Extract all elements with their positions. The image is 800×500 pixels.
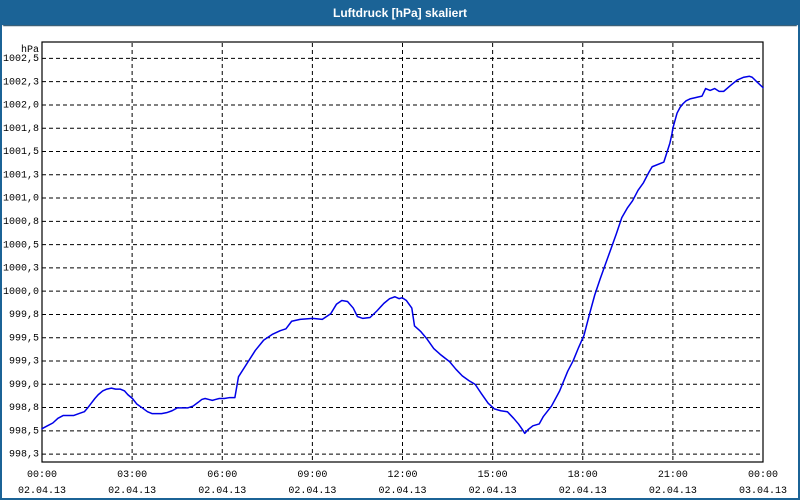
svg-text:1002,0: 1002,0 (3, 101, 39, 112)
svg-text:00:00: 00:00 (27, 470, 57, 481)
svg-text:21:00: 21:00 (658, 470, 688, 481)
svg-text:02.04.13: 02.04.13 (649, 486, 697, 497)
svg-text:02.04.13: 02.04.13 (469, 486, 517, 497)
svg-text:1000,5: 1000,5 (3, 240, 39, 251)
svg-text:1000,0: 1000,0 (3, 287, 39, 298)
svg-text:09:00: 09:00 (297, 470, 327, 481)
svg-text:18:00: 18:00 (568, 470, 598, 481)
svg-text:1001,5: 1001,5 (3, 147, 39, 158)
svg-text:03.04.13: 03.04.13 (739, 486, 787, 497)
svg-text:00:00: 00:00 (748, 470, 778, 481)
svg-text:15:00: 15:00 (478, 470, 508, 481)
svg-text:1001,0: 1001,0 (3, 194, 39, 205)
svg-text:999,0: 999,0 (9, 380, 39, 391)
svg-text:1001,3: 1001,3 (3, 170, 39, 181)
svg-text:998,5: 998,5 (9, 426, 39, 437)
svg-text:1001,8: 1001,8 (3, 124, 39, 135)
svg-text:03:00: 03:00 (117, 470, 147, 481)
svg-text:02.04.13: 02.04.13 (378, 486, 426, 497)
svg-text:02.04.13: 02.04.13 (18, 486, 66, 497)
svg-text:02.04.13: 02.04.13 (108, 486, 156, 497)
svg-text:1000,8: 1000,8 (3, 217, 39, 228)
svg-text:998,3: 998,3 (9, 450, 39, 461)
svg-text:12:00: 12:00 (387, 470, 417, 481)
svg-text:998,8: 998,8 (9, 403, 39, 414)
svg-text:02.04.13: 02.04.13 (288, 486, 336, 497)
svg-text:06:00: 06:00 (207, 470, 237, 481)
svg-text:1002,3: 1002,3 (3, 77, 39, 88)
svg-text:02.04.13: 02.04.13 (559, 486, 607, 497)
svg-text:1002,5: 1002,5 (3, 54, 39, 65)
svg-text:999,5: 999,5 (9, 333, 39, 344)
svg-text:02.04.13: 02.04.13 (198, 486, 246, 497)
svg-text:1000,3: 1000,3 (3, 264, 39, 275)
svg-text:999,3: 999,3 (9, 357, 39, 368)
svg-text:999,8: 999,8 (9, 310, 39, 321)
